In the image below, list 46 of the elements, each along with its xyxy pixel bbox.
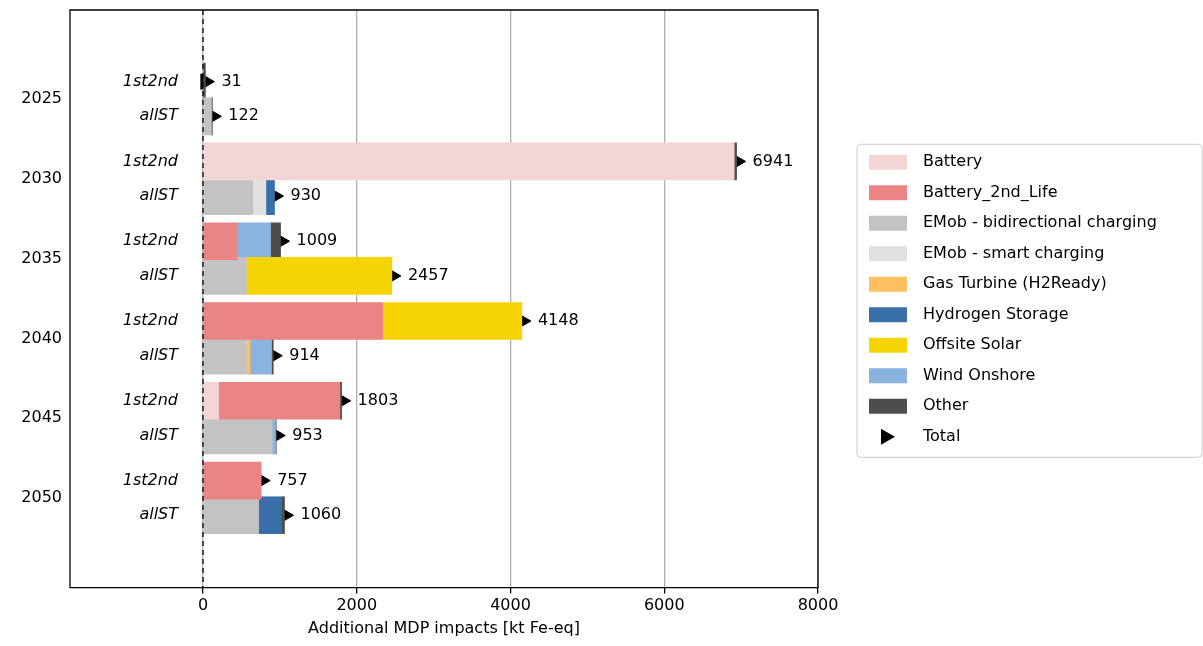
y-tick-label: allST	[139, 105, 180, 125]
data-label: 2457	[407, 265, 449, 285]
data-label: 6941	[752, 150, 794, 170]
y-tick-label: 1st2nd	[122, 70, 179, 90]
y-tick-label: 1st2nd	[122, 310, 179, 330]
legend-label: Other	[923, 395, 969, 415]
text: 2025	[21, 88, 62, 108]
text: 2035	[21, 247, 62, 267]
y-tick-label: allST	[139, 185, 180, 205]
text: 2040	[21, 327, 62, 347]
data-label: 953	[292, 424, 323, 444]
text: 2030	[21, 167, 62, 187]
y-tick-label: allST	[139, 504, 180, 524]
y-tick-label: allST	[139, 344, 180, 364]
legend-label: Hydrogen Storage	[923, 303, 1069, 323]
data-label: 122	[228, 105, 259, 125]
x-axis-title: Additional MDP impacts [kt Fe-eq]	[308, 617, 580, 637]
legend-label: EMob - smart charging	[923, 242, 1105, 262]
legend-label: Battery	[923, 151, 983, 171]
y-tick-label: allST	[139, 424, 180, 444]
legend-label: Offsite Solar	[923, 334, 1022, 354]
x-tick-label: 0	[197, 595, 209, 615]
y-tick-label: 1st2nd	[122, 469, 179, 489]
legend-label: Total	[922, 425, 961, 445]
data-label: 1803	[357, 389, 399, 409]
legend-label: Wind Onshore	[923, 364, 1036, 384]
x-tick-label: 6000	[643, 595, 685, 615]
y-tick-label: allST	[139, 265, 180, 285]
x-tick-label: 8000	[797, 595, 839, 615]
data-label: 4148	[537, 310, 579, 330]
legend-label: Gas Turbine (H2Ready)	[923, 273, 1107, 293]
x-tick-label: 2000	[336, 595, 378, 615]
legend-label: Battery_2nd_Life	[923, 181, 1058, 202]
data-label: 930	[290, 185, 322, 205]
data-label: 1009	[296, 230, 338, 250]
text: 2050	[21, 487, 62, 507]
data-label: 914	[289, 344, 320, 364]
data-label: 31	[221, 70, 242, 90]
x-tick-label: 4000	[490, 595, 531, 615]
y-tick-label: 1st2nd	[122, 150, 179, 170]
legend-label: EMob - bidirectional charging	[923, 212, 1157, 232]
y-tick-label: 1st2nd	[122, 230, 179, 250]
text: 2045	[21, 407, 62, 427]
data-label: 757	[277, 469, 308, 489]
y-tick-label: 1st2nd	[122, 389, 179, 409]
data-label: 1060	[300, 504, 342, 524]
